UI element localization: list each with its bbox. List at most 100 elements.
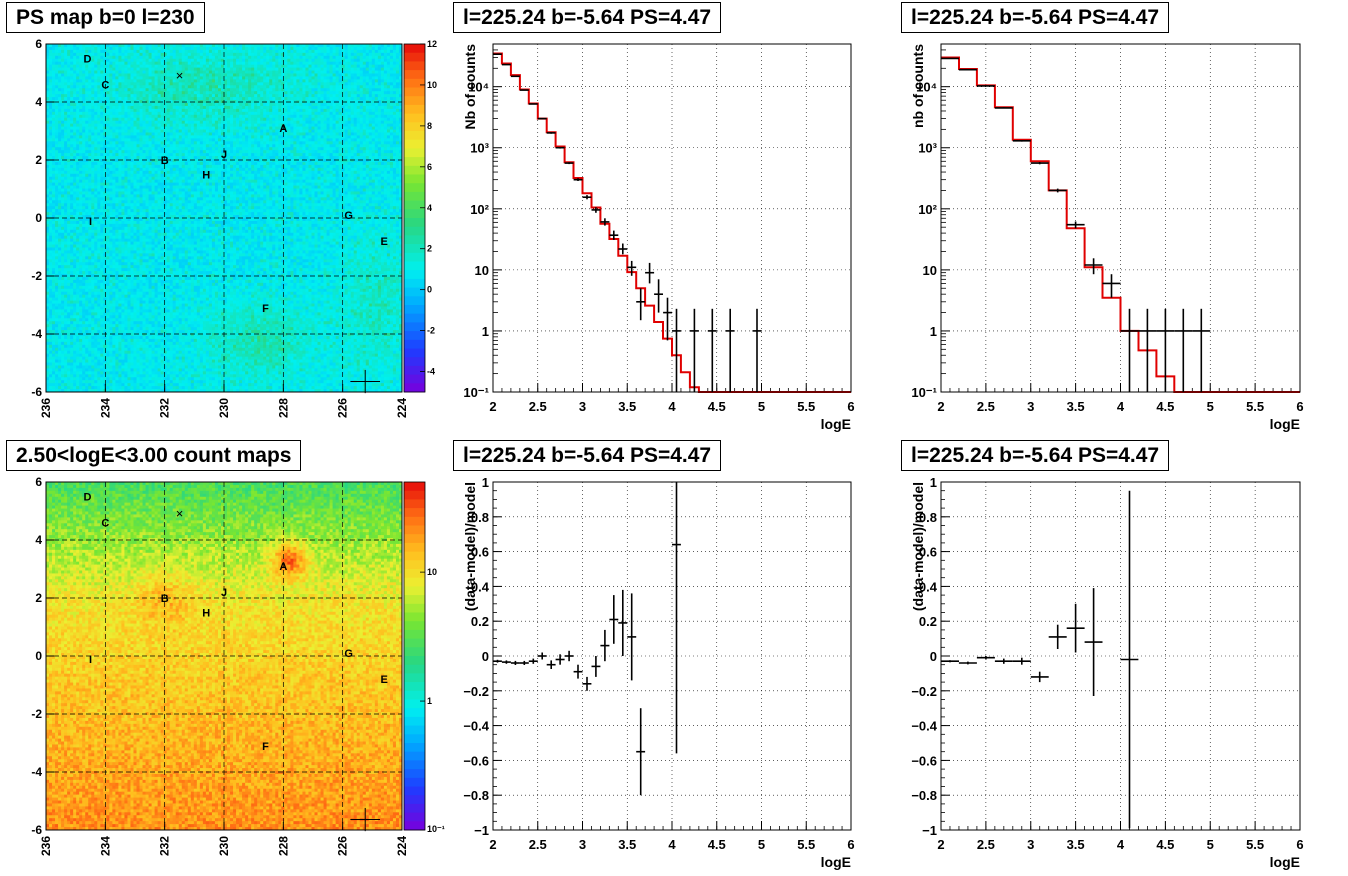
heatmap-cell <box>167 245 170 248</box>
heatmap-cell <box>64 280 67 283</box>
heatmap-cell <box>106 280 109 283</box>
heatmap-cell <box>91 363 94 366</box>
heatmap-cell <box>140 368 143 371</box>
heatmap-cell <box>146 209 149 212</box>
heatmap-cell <box>155 218 158 221</box>
heatmap-cell <box>106 342 109 345</box>
heatmap-cell <box>73 298 76 301</box>
heatmap-cell <box>82 186 85 189</box>
heatmap-cell <box>130 103 133 106</box>
heatmap-cell <box>79 253 82 256</box>
heatmap-cell <box>149 56 152 59</box>
heatmap-cell <box>115 44 118 47</box>
heatmap-cell <box>97 265 100 268</box>
heatmap-cell <box>124 277 127 280</box>
heatmap-cell <box>158 374 161 377</box>
heatmap-cell <box>149 73 152 76</box>
heatmap-cell <box>137 368 140 371</box>
heatmap-cell <box>109 286 112 289</box>
heatmap-cell <box>164 53 167 56</box>
heatmap-cell <box>152 50 155 53</box>
heatmap-cell <box>67 233 70 236</box>
heatmap-cell <box>140 265 143 268</box>
heatmap-cell <box>88 156 91 159</box>
heatmap-cell <box>146 265 149 268</box>
heatmap-cell <box>124 383 127 386</box>
heatmap-cell <box>103 233 106 236</box>
heatmap-cell <box>76 233 79 236</box>
heatmap-cell <box>109 180 112 183</box>
heatmap-cell <box>140 144 143 147</box>
heatmap-cell <box>158 339 161 342</box>
heatmap-cell <box>97 203 100 206</box>
heatmap-cell <box>133 286 136 289</box>
heatmap-cell <box>149 109 152 112</box>
heatmap-cell <box>161 206 164 209</box>
heatmap-cell <box>49 153 52 156</box>
heatmap-cell <box>137 112 140 115</box>
heatmap-cell <box>149 227 152 230</box>
heatmap-cell <box>106 153 109 156</box>
heatmap-cell <box>130 212 133 215</box>
heatmap-cell <box>109 242 112 245</box>
heatmap-cell <box>158 360 161 363</box>
heatmap-cell <box>130 197 133 200</box>
heatmap-cell <box>124 286 127 289</box>
heatmap-cell <box>55 315 58 318</box>
heatmap-cell <box>127 363 130 366</box>
heatmap-cell <box>70 301 73 304</box>
heatmap-cell <box>49 309 52 312</box>
heatmap-cell <box>97 315 100 318</box>
heatmap-cell <box>127 132 130 135</box>
heatmap-cell <box>73 354 76 357</box>
heatmap-cell <box>88 247 91 250</box>
heatmap-cell <box>115 47 118 50</box>
heatmap-cell <box>58 295 61 298</box>
heatmap-cell <box>140 304 143 307</box>
heatmap-cell <box>70 318 73 321</box>
heatmap-cell <box>140 171 143 174</box>
heatmap-cell <box>140 71 143 74</box>
heatmap-cell <box>100 121 103 124</box>
heatmap-cell <box>82 298 85 301</box>
heatmap-cell <box>140 141 143 144</box>
heatmap-cell <box>109 342 112 345</box>
heatmap-cell <box>73 59 76 62</box>
heatmap-cell <box>61 97 64 100</box>
heatmap-cell <box>67 177 70 180</box>
heatmap-cell <box>82 94 85 97</box>
heatmap-cell <box>161 280 164 283</box>
heatmap-cell <box>73 245 76 248</box>
heatmap-cell <box>140 50 143 53</box>
heatmap-cell <box>64 144 67 147</box>
heatmap-cell <box>46 280 49 283</box>
heatmap-cell <box>106 360 109 363</box>
heatmap-cell <box>152 242 155 245</box>
heatmap-cell <box>64 85 67 88</box>
heatmap-cell <box>118 324 121 327</box>
heatmap-cell <box>94 124 97 127</box>
heatmap-cell <box>46 239 49 242</box>
heatmap-cell <box>115 62 118 65</box>
heatmap-cell <box>52 351 55 354</box>
heatmap-cell <box>155 333 158 336</box>
heatmap-cell <box>88 94 91 97</box>
heatmap-cell <box>106 339 109 342</box>
heatmap-cell <box>46 156 49 159</box>
heatmap-cell <box>79 245 82 248</box>
heatmap-cell <box>137 103 140 106</box>
heatmap-cell <box>61 377 64 380</box>
heatmap-cell <box>155 168 158 171</box>
heatmap-cell <box>94 106 97 109</box>
heatmap-cell <box>164 227 167 230</box>
heatmap-cell <box>155 44 158 47</box>
heatmap-cell <box>158 333 161 336</box>
heatmap-cell <box>152 357 155 360</box>
heatmap-cell <box>73 312 76 315</box>
heatmap-cell <box>121 47 124 50</box>
heatmap-cell <box>124 115 127 118</box>
heatmap-cell <box>79 168 82 171</box>
heatmap-cell <box>100 309 103 312</box>
heatmap-cell <box>64 342 67 345</box>
heatmap-cell <box>152 71 155 74</box>
